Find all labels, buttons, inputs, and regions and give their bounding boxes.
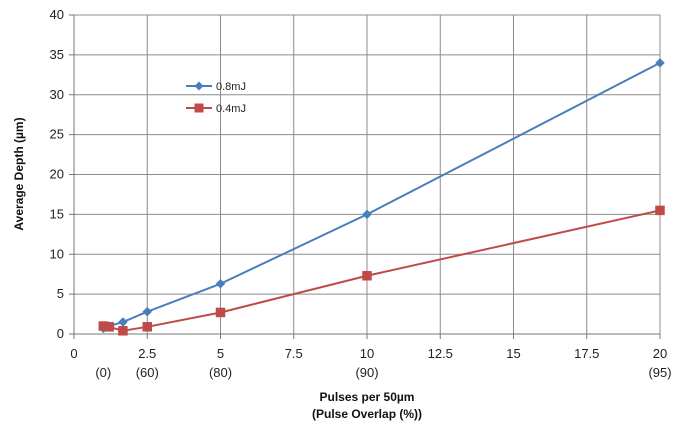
data-point <box>655 205 665 216</box>
data-point <box>215 307 226 318</box>
y-tick-label: 10 <box>50 246 64 261</box>
legend-label-0: 0.8mJ <box>216 81 246 93</box>
y-tick-label: 40 <box>50 7 64 22</box>
data-point <box>142 322 152 332</box>
y-tick-label: 25 <box>50 127 64 142</box>
overlap-label: (0) <box>95 365 111 380</box>
legend: 0.8mJ 0.4mJ <box>186 81 246 115</box>
data-series <box>98 57 665 336</box>
x-tick-label: 15 <box>506 346 520 361</box>
y-tick-label: 0 <box>57 326 64 341</box>
x-axis-title-sub: (Pulse Overlap (%)) <box>312 407 422 421</box>
data-point <box>142 306 153 317</box>
x-tick-labels: 0 2.5 5 7.5 10 12.5 15 17.5 20 <box>70 346 667 361</box>
y-tick-label: 35 <box>50 47 64 62</box>
x-tick-label: 12.5 <box>428 346 453 361</box>
x-tick-label: 2.5 <box>138 346 156 361</box>
legend-marker-1 <box>194 103 204 113</box>
overlap-label: (95) <box>648 365 671 380</box>
legend-label-1: 0.4mJ <box>216 103 246 115</box>
y-tick-label: 20 <box>50 167 64 182</box>
x-tick-label: 5 <box>217 346 224 361</box>
y-tick-label: 5 <box>57 286 64 301</box>
y-tick-label: 30 <box>50 87 64 102</box>
x-axis-title: Pulses per 50µm <box>320 390 415 404</box>
y-axis-title: Average Depth (µm) <box>12 117 26 230</box>
data-point <box>104 322 114 332</box>
data-point <box>215 278 226 289</box>
x-tick-label: 7.5 <box>285 346 303 361</box>
overlap-labels: (0) (60) (80) (90) (95) <box>95 365 671 380</box>
overlap-label: (80) <box>209 365 232 380</box>
overlap-label: (90) <box>355 365 378 380</box>
data-point <box>118 326 128 336</box>
y-tick-labels: 0 5 10 15 20 25 30 35 40 <box>50 7 64 341</box>
overlap-label: (60) <box>136 365 159 380</box>
data-point <box>362 271 372 281</box>
legend-marker-0 <box>194 81 204 91</box>
x-tick-label: 17.5 <box>574 346 599 361</box>
y-tick-label: 15 <box>50 206 64 221</box>
x-tick-label: 10 <box>360 346 374 361</box>
legend-item-1: 0.4mJ <box>186 103 246 115</box>
data-point <box>362 209 372 220</box>
axes <box>69 14 661 339</box>
series-1 <box>98 205 665 336</box>
legend-item-0: 0.8mJ <box>186 81 246 93</box>
x-tick-label: 20 <box>653 346 667 361</box>
x-tick-label: 0 <box>70 346 77 361</box>
data-point <box>655 57 665 68</box>
